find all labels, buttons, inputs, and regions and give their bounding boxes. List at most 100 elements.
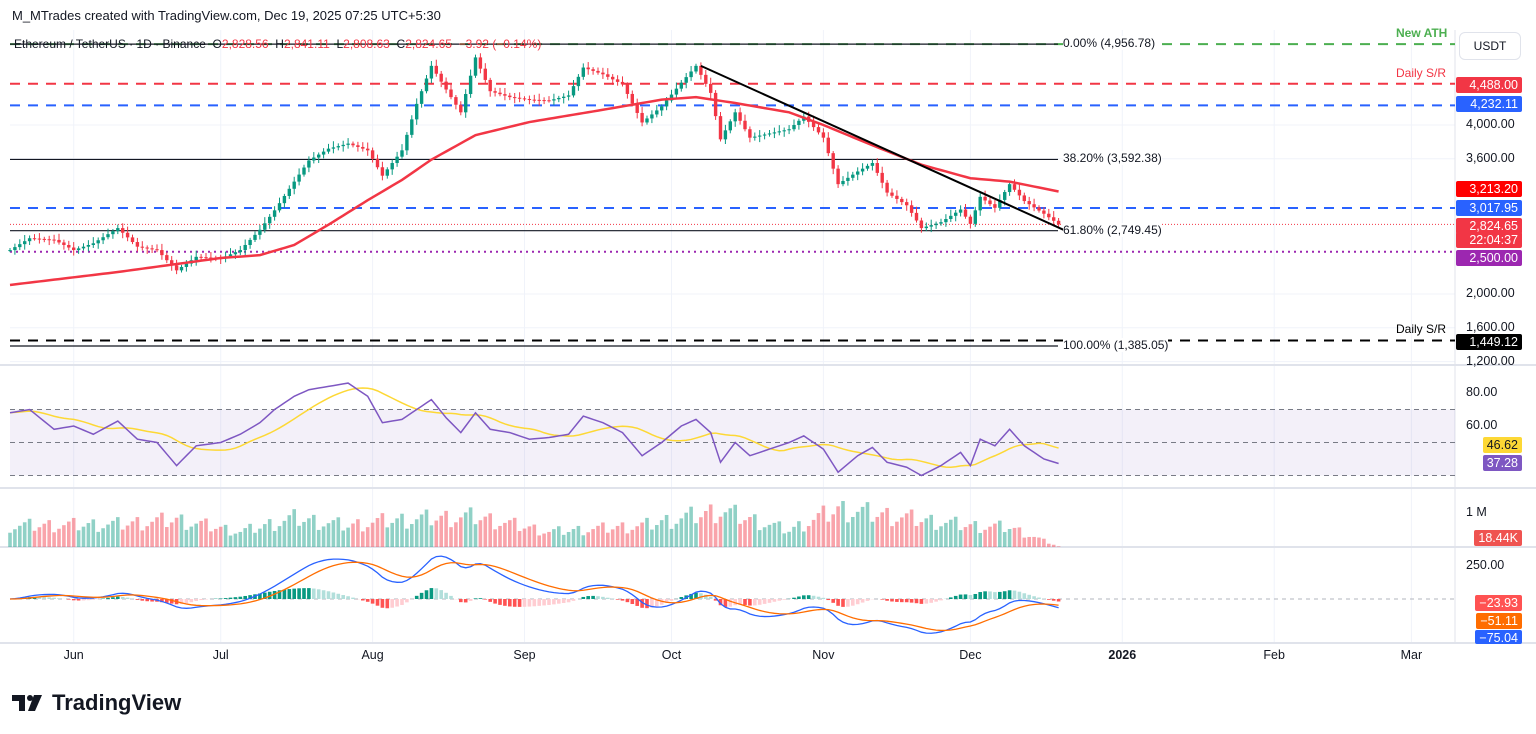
macd-histogram-bar (895, 599, 899, 602)
macd-histogram-bar (900, 599, 904, 603)
candle (449, 89, 453, 98)
symbol-title: Ethereum / TetherUS · 1D · Binance (14, 37, 206, 51)
volume-bar (694, 523, 698, 547)
candle (405, 134, 409, 151)
macd-histogram-bar (635, 599, 639, 606)
macd-histogram-bar (199, 599, 203, 601)
candle (13, 247, 17, 251)
macd-histogram-bar (728, 599, 733, 607)
macd-histogram-bar (390, 599, 394, 608)
daily-sr-top-label: Daily S/R (1396, 66, 1447, 80)
macd-histogram-bar (488, 599, 492, 602)
candle (346, 143, 350, 145)
macd-tick: 250.00 (1466, 558, 1505, 572)
candle (846, 177, 850, 181)
macd-histogram-bar (566, 599, 571, 603)
high-value: 2,841.11 (283, 37, 330, 51)
macd-histogram-bar (904, 599, 909, 603)
candle (1027, 201, 1031, 205)
macd-histogram-bar (1007, 590, 1012, 599)
candle (459, 104, 463, 113)
volume-bar (821, 505, 826, 547)
candle (645, 118, 649, 123)
tradingview-logo[interactable]: TradingView (12, 690, 181, 716)
volume-bar (635, 526, 639, 547)
candle (718, 116, 723, 140)
macd-histogram-bar (532, 599, 537, 607)
macd-histogram-bar (184, 599, 189, 604)
candle (919, 220, 924, 229)
volume-bar (978, 532, 982, 547)
volume-bar (983, 529, 987, 547)
macd-histogram-bar (855, 599, 860, 605)
candle (792, 125, 796, 130)
candle (699, 65, 703, 75)
volume-bar (919, 522, 924, 547)
candle (439, 73, 443, 82)
currency-button[interactable]: USDT (1459, 32, 1521, 60)
macd-histogram-bar (821, 597, 826, 599)
volume-bar (949, 519, 953, 547)
volume-bar (174, 517, 179, 547)
volume-bar (194, 523, 198, 547)
x-tick: Aug (361, 648, 384, 662)
macd-histogram-bar (694, 592, 698, 599)
candle (958, 209, 963, 213)
volume-bar (620, 522, 625, 547)
candle (67, 244, 71, 248)
macd-line (9, 555, 1059, 634)
symbol-legend: Ethereum / TetherUS · 1D · Binance O2,82… (14, 37, 541, 51)
fib-label: 0.00% (4,956.78) (1063, 36, 1156, 51)
volume-bar (1051, 544, 1056, 547)
macd-histogram-bar (625, 599, 630, 603)
macd-histogram-bar (1037, 597, 1041, 599)
macd-histogram-bar (517, 599, 522, 607)
candle (929, 225, 933, 227)
candle (96, 240, 100, 244)
candle (1052, 217, 1056, 221)
volume-bar (463, 512, 468, 547)
macd-histogram-bar (223, 598, 228, 599)
macd-histogram-bar (468, 599, 473, 601)
macd-histogram-bar (689, 593, 693, 599)
candle (272, 210, 277, 217)
macd-histogram-bar (949, 597, 953, 599)
candle (522, 98, 527, 100)
price-tick: 1,600.00 (1466, 319, 1515, 334)
candle (748, 129, 752, 138)
badge-1449: 1,449.12 (1456, 334, 1522, 350)
candle (121, 228, 125, 233)
candle (468, 75, 473, 95)
candle (1017, 189, 1022, 196)
macd-histogram-bar (248, 595, 252, 599)
volume-bar (71, 517, 76, 547)
price-tick: 3,600.00 (1466, 150, 1515, 165)
macd-histogram-bar (806, 595, 811, 599)
candle (116, 228, 120, 232)
badge-last-price: 2,824.65 (1456, 218, 1522, 234)
volume-bar (375, 518, 380, 547)
candle (566, 95, 571, 97)
volume-bar (963, 527, 968, 547)
macd-histogram-bar (620, 599, 625, 601)
candle (47, 239, 51, 241)
candle (125, 232, 130, 238)
candle (268, 216, 272, 224)
volume-bar (767, 524, 772, 547)
volume-bar (277, 526, 282, 547)
volume-bar (150, 521, 154, 547)
macd-histogram-bar (557, 599, 561, 604)
macd-histogram-bar (42, 597, 47, 599)
low-label: L (336, 37, 344, 51)
macd-histogram-bar (47, 597, 51, 599)
macd-histogram-bar (777, 599, 782, 601)
candle (331, 147, 336, 149)
volume-bar (1002, 532, 1007, 547)
candle (630, 93, 634, 104)
macd-histogram-bar (414, 595, 419, 599)
volume-bar (743, 520, 747, 547)
macd-histogram-bar (733, 599, 737, 606)
macd-histogram-bar (953, 595, 958, 599)
macd-histogram-bar (267, 591, 272, 599)
